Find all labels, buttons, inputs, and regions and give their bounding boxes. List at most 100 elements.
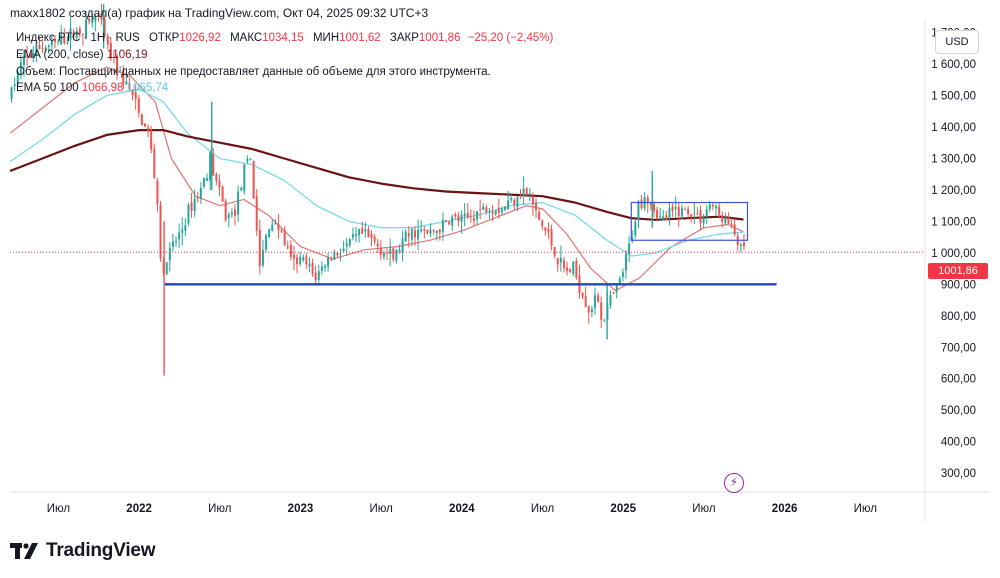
y-tick-label: 800,00 (941, 311, 976, 323)
candle-body (665, 215, 668, 220)
candle-body (445, 220, 448, 222)
candle-body (631, 237, 634, 242)
candle-body (19, 62, 22, 75)
y-tick-label: 1 100,00 (931, 216, 976, 228)
candle-body (227, 214, 230, 219)
x-tick-label: 2023 (288, 503, 314, 515)
candle-body (35, 43, 38, 56)
chart-credit: maxx1802 создал(а) график на TradingView… (10, 6, 429, 20)
candle-body (640, 199, 643, 209)
candle-body (677, 206, 680, 216)
candle-body (47, 45, 50, 48)
candle-body (50, 41, 53, 46)
x-tick-label: Июл (692, 503, 715, 515)
candle-body (522, 188, 525, 196)
candle-body (590, 309, 593, 312)
candle-body (150, 129, 153, 150)
candle-body (438, 229, 441, 233)
candle-body (413, 230, 416, 238)
candle-body (249, 158, 252, 160)
candle-body (32, 53, 35, 59)
candle-body (156, 180, 159, 205)
x-tick-label: Июл (47, 503, 70, 515)
candle-body (593, 295, 596, 308)
candle-body (289, 244, 292, 257)
candle-body (280, 230, 283, 232)
ema-pair-legend[interactable]: EMA 50 100 1066,98 1065,74 (16, 82, 168, 94)
candle-body (544, 227, 547, 231)
candle-body (597, 295, 600, 302)
candle-body (330, 258, 333, 260)
tradingview-logo[interactable]: TradingView (10, 540, 156, 562)
candle-body (479, 209, 482, 211)
chart-grid (10, 20, 990, 522)
candle-body (407, 233, 410, 237)
candle-body (587, 306, 590, 313)
candle-body (327, 257, 330, 267)
y-tick-label: 1 400,00 (931, 122, 976, 134)
open-value: 1026,92 (179, 32, 221, 44)
candle-body (432, 229, 435, 232)
candle-body (255, 196, 258, 231)
candle-body (497, 207, 500, 213)
candle-body (190, 202, 193, 211)
lightning-icon[interactable]: ⚡ (724, 473, 744, 493)
candle-body (469, 215, 472, 217)
candle-body (708, 204, 711, 210)
candle-body (386, 252, 389, 254)
candle-body (429, 229, 432, 234)
candle-body (119, 70, 122, 72)
y-tick-label: 900,00 (941, 279, 976, 291)
candle-body (742, 242, 745, 247)
candle-body (196, 197, 199, 199)
candle-body (420, 229, 423, 232)
x-tick-label: 2025 (610, 503, 636, 515)
candle-body (361, 227, 364, 234)
candle-body (364, 229, 367, 232)
candle-body (646, 197, 649, 204)
chart-annotations (10, 201, 925, 286)
high-label: МАКС (230, 32, 263, 44)
candle-body (683, 209, 686, 211)
x-tick-label: 2026 (772, 503, 798, 515)
candle-body (395, 250, 398, 261)
currency-button[interactable]: USD (935, 30, 979, 54)
candle-body (85, 20, 88, 38)
ema200-legend[interactable]: EMA (200, close) 1106,19 (16, 49, 148, 61)
candle-body (41, 48, 44, 50)
candle-body (38, 45, 41, 49)
ema200-value: 1106,19 (106, 49, 148, 61)
x-tick-label: 2022 (126, 503, 152, 515)
candle-body (556, 258, 559, 265)
candle-body (237, 191, 240, 215)
candle-body (178, 232, 181, 240)
candle-body (510, 198, 513, 200)
candle-body (426, 230, 429, 234)
candle-body (566, 267, 569, 271)
ema100-line (9, 88, 744, 257)
ema200-line (9, 129, 744, 221)
y-tick-label: 1 000,00 (931, 248, 976, 260)
candle-body (376, 243, 379, 247)
y-tick-label: 400,00 (941, 437, 976, 449)
candle-body (476, 211, 479, 220)
candle-body (718, 206, 721, 215)
candle-body (69, 28, 72, 40)
candle-body (612, 292, 615, 294)
candle-body (435, 230, 438, 234)
candle-body (625, 254, 628, 271)
candle-body (345, 243, 348, 247)
candle-body (637, 201, 640, 221)
candle-body (292, 254, 295, 259)
candle-body (193, 198, 196, 212)
candle-body (485, 207, 488, 213)
candle-body (199, 188, 202, 200)
candle-body (175, 240, 178, 242)
candle-body (66, 42, 69, 44)
candle-body (730, 224, 733, 226)
candle-body (705, 209, 708, 217)
candle-body (271, 224, 274, 231)
candle-body (615, 284, 618, 293)
candle-body (466, 212, 469, 218)
candle-body (519, 197, 522, 199)
